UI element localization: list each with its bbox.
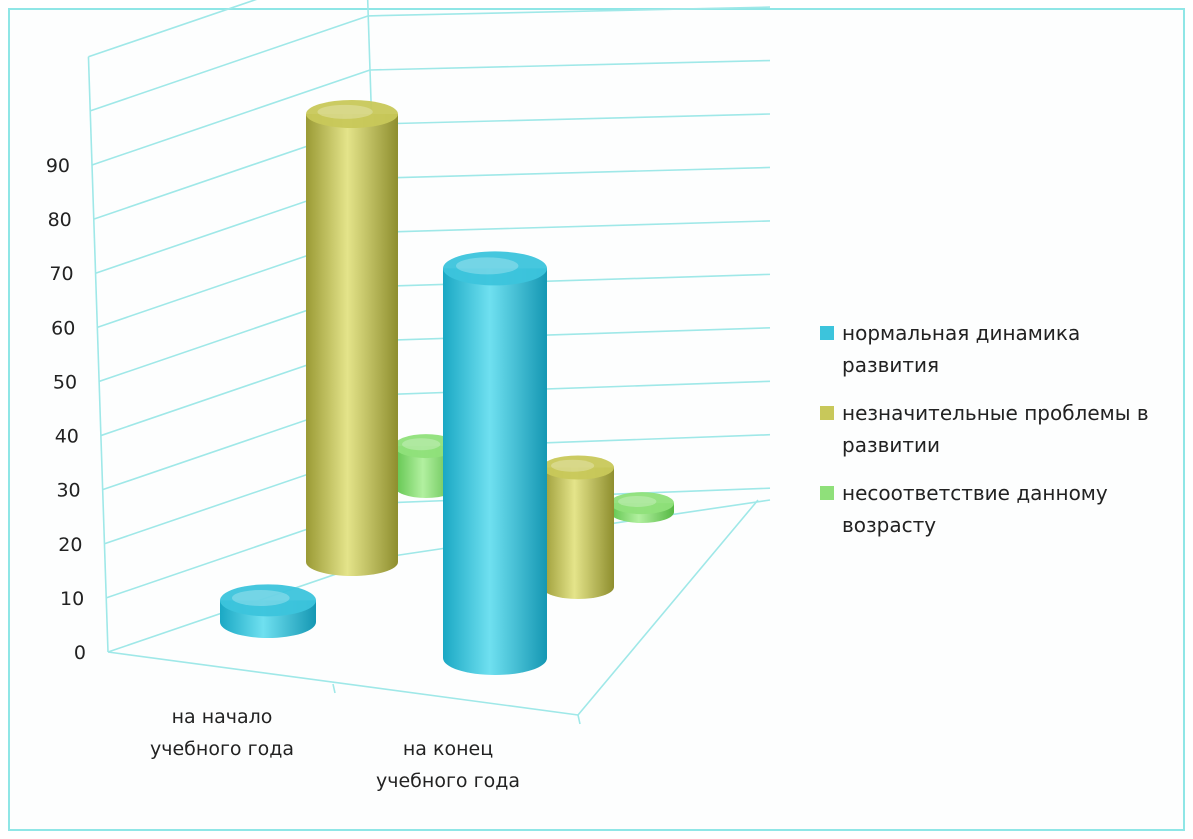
bar-top: [443, 251, 547, 286]
grid-line-back: [380, 380, 771, 396]
bar: [306, 99, 398, 577]
grid-line-back: [375, 220, 771, 234]
y-axis-ticks: 0 10 20 30 40 50 60 70 80 90: [46, 155, 86, 664]
floor-category-tick: [577, 714, 581, 725]
legend: нормальная динамика развития незначительны…: [820, 321, 1149, 537]
legend-swatch: [820, 326, 834, 340]
category-label: на конец учебного года: [376, 738, 520, 792]
category-labels: на начало учебного года на конец учебного г…: [150, 706, 520, 792]
grid-line-back: [378, 327, 771, 342]
bars: [220, 99, 674, 675]
legend-swatch: [820, 486, 834, 500]
bar: [542, 455, 614, 599]
floor-category-divider: [332, 683, 336, 694]
bar-body: [443, 268, 547, 675]
y-tick-label: 60: [51, 317, 75, 339]
y-tick-label: 70: [49, 263, 73, 285]
bar-top-highlight: [456, 257, 519, 275]
bar-body: [306, 113, 398, 577]
legend-entry: нормальная динамика развития: [842, 321, 1080, 377]
grid-line-side: [89, 15, 369, 112]
axis-left-front: [87, 56, 109, 653]
category-label: на начало учебного года: [150, 706, 294, 760]
bar-top-highlight: [618, 495, 657, 507]
grid-line-back: [368, 6, 771, 17]
bar: [443, 251, 547, 675]
bar-top-highlight: [402, 438, 441, 451]
bar-top: [610, 492, 674, 515]
grid-line-back: [371, 113, 771, 125]
bar-top: [394, 434, 458, 459]
y-tick-label: 40: [55, 426, 79, 448]
bar-top: [542, 455, 614, 480]
bar-top: [306, 99, 398, 128]
bar-top: [220, 584, 316, 617]
grid-line-side: [91, 69, 371, 166]
y-tick-label: 0: [74, 642, 86, 664]
grid-lines: [87, 0, 771, 725]
legend-entry: незначительные проблемы в развитии: [842, 401, 1149, 457]
y-tick-label: 80: [48, 209, 72, 231]
bar-top-highlight: [231, 589, 290, 606]
floor-right-edge: [577, 499, 759, 716]
grid-line-back: [369, 59, 771, 71]
legend-swatch: [820, 406, 834, 420]
legend-entry: несоответствие данному возрасту: [842, 481, 1108, 537]
y-tick-label: 20: [58, 534, 82, 556]
bar: [394, 434, 458, 498]
bar-top-highlight: [551, 459, 595, 472]
y-tick-label: 90: [46, 155, 70, 177]
y-tick-label: 10: [60, 588, 84, 610]
floor-front-edge: [107, 651, 579, 716]
grid-line-side: [88, 0, 258, 58]
bar: [220, 584, 316, 638]
grid-line-back: [377, 273, 771, 288]
bar-body: [394, 446, 458, 498]
bar: [610, 492, 674, 523]
y-tick-label: 50: [53, 371, 77, 393]
y-tick-label: 30: [56, 480, 80, 502]
bar-body: [542, 467, 614, 599]
bar-top-highlight: [317, 104, 373, 119]
grid-line-back: [373, 166, 771, 180]
